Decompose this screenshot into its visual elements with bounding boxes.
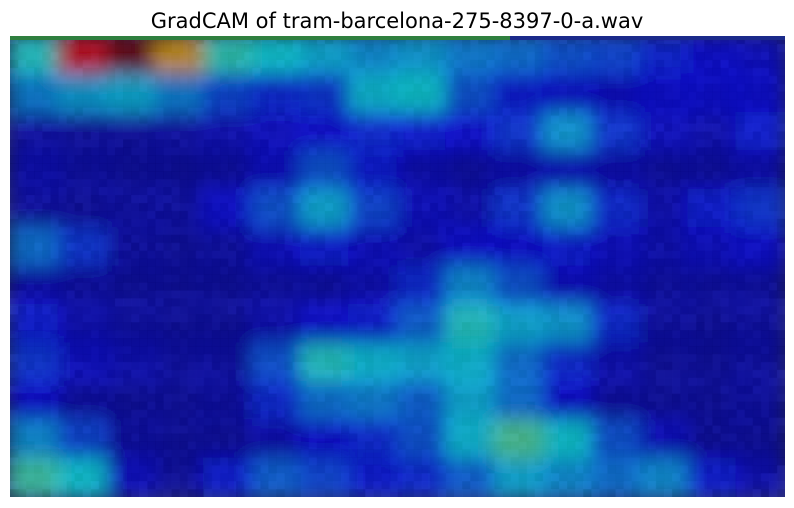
chart-title: GradCAM of tram-barcelona-275-8397-0-a.w… bbox=[150, 9, 644, 33]
gradcam-heatmap bbox=[10, 36, 785, 497]
